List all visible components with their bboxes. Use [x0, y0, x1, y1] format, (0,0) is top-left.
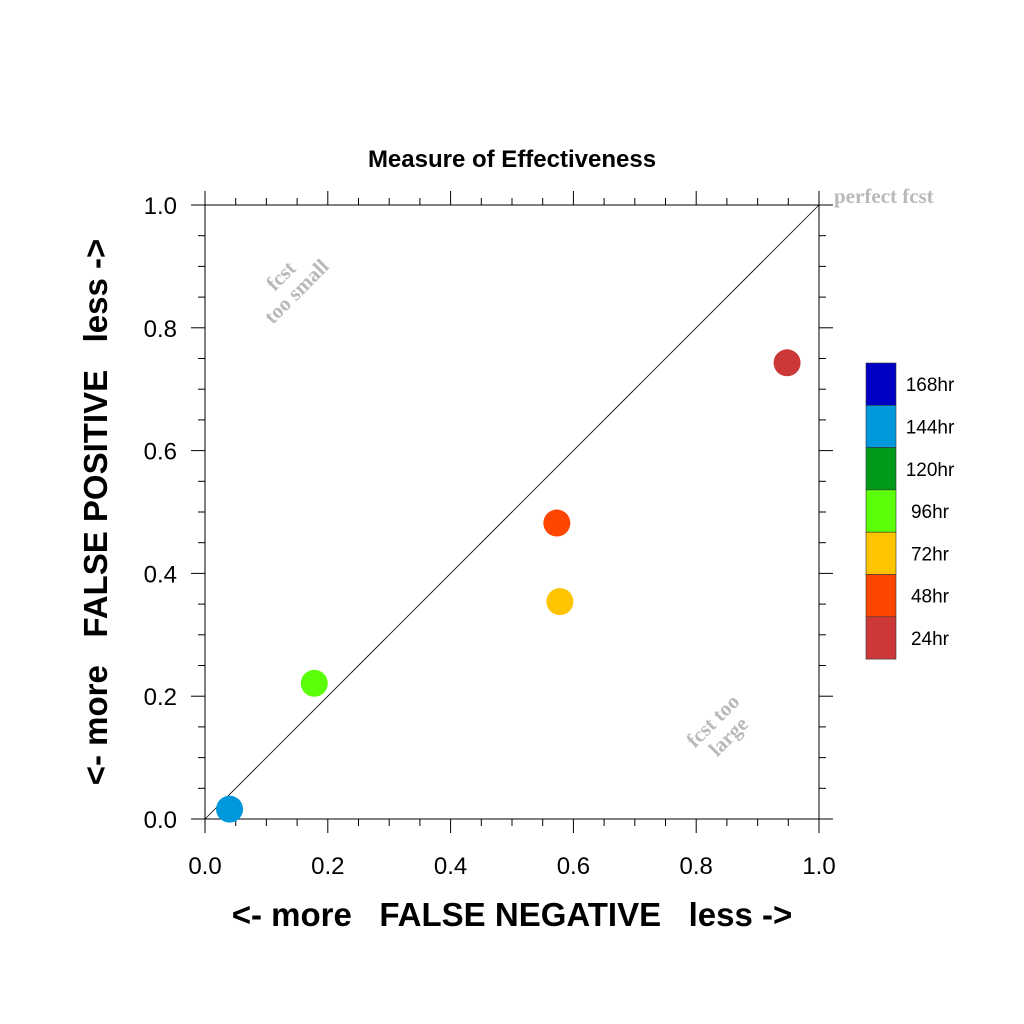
legend-label-120hr: 120hr [906, 460, 955, 481]
legend-swatch-48hr [865, 574, 897, 618]
too-large-annotation: fcst too large [681, 689, 752, 760]
x-tick-label: 0.0 [188, 853, 221, 880]
y-tick-label: 0.6 [144, 439, 177, 466]
x-tick-label: 0.6 [557, 853, 590, 880]
axis-ticks [191, 191, 833, 833]
x-tick-label: 0.2 [311, 853, 344, 880]
too-small-annotation: fcst too small [259, 254, 333, 328]
y-tick-label: 0.4 [144, 561, 177, 588]
y-tick-label: 1.0 [144, 193, 177, 220]
x-tick-label: 0.8 [680, 853, 713, 880]
legend: 168hr 144hr 120hr 96hr 72hr 48hr 24hr [865, 362, 955, 660]
x-axis-title: <- more FALSE NEGATIVE less -> [232, 896, 793, 933]
legend-label-96hr: 96hr [911, 502, 950, 523]
legend-label-144hr: 144hr [906, 417, 955, 438]
perfect-forecast-annotation: perfect fcst [834, 184, 934, 208]
legend-label-48hr: 48hr [911, 587, 950, 608]
point-48hr [543, 509, 571, 537]
perfect-forecast-line [204, 204, 820, 820]
legend-swatch-96hr [865, 489, 897, 533]
chart-title: Measure of Effectiveness [368, 146, 656, 173]
legend-label-168hr: 168hr [906, 375, 955, 396]
y-axis-title: <- more FALSE POSITIVE less -> [77, 239, 114, 786]
y-axis-tick-labels: 0.0 0.2 0.4 0.6 0.8 1.0 [144, 193, 177, 834]
y-tick-label: 0.2 [144, 684, 177, 711]
legend-label-24hr: 24hr [911, 629, 950, 650]
point-72hr [546, 588, 574, 616]
legend-swatch-144hr [865, 404, 897, 448]
y-tick-label: 0.0 [144, 807, 177, 834]
too-small-line2: too small [259, 254, 333, 328]
data-points [216, 349, 801, 823]
x-tick-label: 1.0 [802, 853, 835, 880]
legend-label-72hr: 72hr [911, 544, 950, 565]
point-144hr [216, 795, 244, 823]
x-axis-tick-labels: 0.0 0.2 0.4 0.6 0.8 1.0 [188, 853, 835, 880]
y-tick-label: 0.8 [144, 316, 177, 343]
legend-swatch-168hr [865, 362, 897, 406]
legend-swatch-24hr [865, 616, 897, 660]
legend-swatch-120hr [865, 447, 897, 491]
x-tick-label: 0.4 [434, 853, 467, 880]
legend-swatch-72hr [865, 531, 897, 575]
point-96hr [300, 669, 328, 697]
point-24hr [773, 349, 801, 377]
